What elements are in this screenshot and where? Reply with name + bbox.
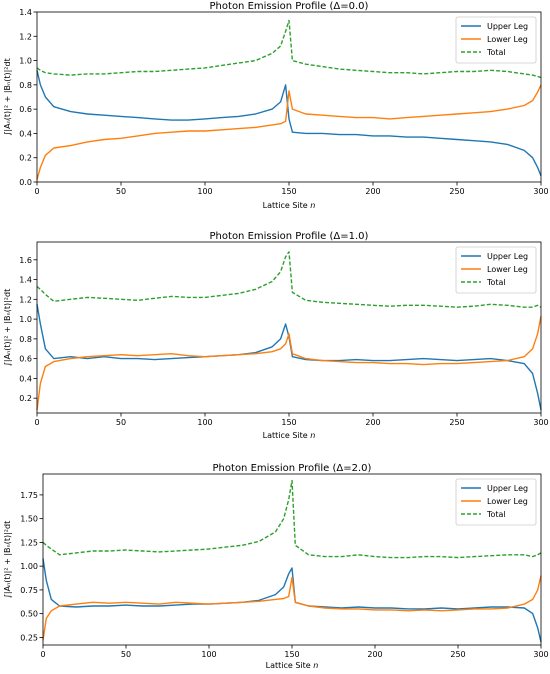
legend: Upper Leg Lower Leg Total: [455, 246, 537, 294]
y-axis-label: ∫|Aₙ(t)|² + |Bₙ(t)|²dt: [3, 521, 12, 598]
y-tick-label: 0.0: [19, 178, 32, 187]
legend-label: Upper Leg: [487, 484, 528, 493]
x-axis-label: Lattice Site n: [263, 201, 316, 210]
chart-panel-1: Photon Emission Profile (Δ=0.0) 0 50 100 150…: [3, 1, 549, 210]
x-tick-label: 300: [533, 418, 548, 427]
x-tick-label: 100: [197, 418, 212, 427]
legend-label: Total: [486, 510, 506, 519]
series-line-total: [36, 19, 542, 79]
y-tick-label: 1.25: [20, 538, 38, 547]
x-tick-label: 50: [121, 650, 131, 659]
x-tick-label: 0: [34, 187, 39, 196]
y-tick-label: 0.6: [19, 105, 32, 114]
y-tick-label: 1.2: [19, 295, 32, 304]
chart-panel-2: Photon Emission Profile (Δ=1.0) 0 50 100 150…: [3, 231, 549, 440]
x-axis-label: Lattice Site n: [266, 661, 319, 670]
x-tick-label: 250: [449, 187, 464, 196]
series-line-lower-leg: [36, 315, 542, 411]
series-lines: [36, 19, 542, 180]
x-tick-label: 0: [40, 650, 45, 659]
legend-label: Upper Leg: [487, 22, 528, 31]
y-tick-label: 1.00: [20, 562, 38, 571]
x-tick-label: 50: [116, 418, 126, 427]
legend: Upper Leg Lower Leg Total: [455, 478, 537, 526]
x-tick-label: 250: [450, 650, 465, 659]
chart-title: Photon Emission Profile (Δ=1.0): [210, 231, 369, 242]
y-axis-label: ∫|Aₙ(t)|² + |Bₙ(t)|²dt: [3, 58, 12, 135]
series-line-total: [36, 251, 542, 308]
legend-label: Lower Leg: [487, 35, 528, 44]
legend-label: Total: [486, 278, 506, 287]
series-line-upper-leg: [36, 304, 542, 411]
x-tick-label: 150: [281, 187, 296, 196]
y-tick-label: 1.0: [19, 57, 32, 66]
y-tick-label: 0.2: [19, 154, 32, 163]
y-tick-label: 1.50: [20, 515, 38, 524]
x-tick-label: 150: [281, 418, 296, 427]
x-tick-label: 200: [365, 418, 380, 427]
x-tick-label: 50: [116, 187, 126, 196]
legend-label: Total: [486, 48, 506, 57]
series-line-upper-leg: [42, 558, 542, 643]
series-lines: [42, 479, 542, 643]
legend-label: Upper Leg: [487, 252, 528, 261]
legend: Upper Leg Lower Leg Total: [455, 16, 537, 64]
x-tick-label: 250: [449, 418, 464, 427]
y-tick-label: 0.2: [19, 394, 32, 403]
chart-panel-3: Photon Emission Profile (Δ=2.0) 0 50 100 150…: [3, 463, 549, 670]
y-tick-label: 0.75: [20, 586, 38, 595]
y-tick-label: 0.6: [19, 355, 32, 364]
y-tick-label: 1.4: [19, 8, 32, 17]
x-tick-label: 200: [367, 650, 382, 659]
y-tick-label: 1.2: [19, 32, 32, 41]
legend-label: Lower Leg: [487, 497, 528, 506]
x-axis-label: Lattice Site n: [263, 431, 316, 440]
series-line-lower-leg: [42, 575, 542, 641]
y-tick-label: 0.4: [19, 129, 32, 138]
legend-label: Lower Leg: [487, 265, 528, 274]
x-tick-label: 300: [533, 650, 548, 659]
y-tick-label: 1.0: [19, 315, 32, 324]
x-tick-label: 0: [34, 418, 39, 427]
y-tick-label: 0.8: [19, 81, 32, 90]
x-tick-label: 200: [365, 187, 380, 196]
y-tick-label: 0.8: [19, 335, 32, 344]
series-line-total: [42, 479, 542, 559]
y-tick-label: 0.50: [20, 610, 38, 619]
y-tick-label: 1.4: [19, 276, 32, 285]
x-tick-label: 150: [284, 650, 299, 659]
y-tick-label: 0.4: [19, 374, 32, 383]
series-line-upper-leg: [36, 70, 542, 177]
chart-title: Photon Emission Profile (Δ=2.0): [213, 463, 372, 474]
x-tick-label: 100: [201, 650, 216, 659]
y-tick-label: 1.75: [20, 491, 38, 500]
x-tick-label: 100: [197, 187, 212, 196]
y-tick-label: 0.25: [20, 633, 38, 642]
chart-title: Photon Emission Profile (Δ=0.0): [210, 1, 369, 12]
series-line-lower-leg: [36, 84, 542, 180]
series-lines: [36, 251, 542, 411]
y-axis-label: ∫|Aₙ(t)|² + |Bₙ(t)|²dt: [3, 289, 12, 366]
x-tick-label: 300: [533, 187, 548, 196]
y-tick-label: 1.6: [19, 256, 32, 265]
